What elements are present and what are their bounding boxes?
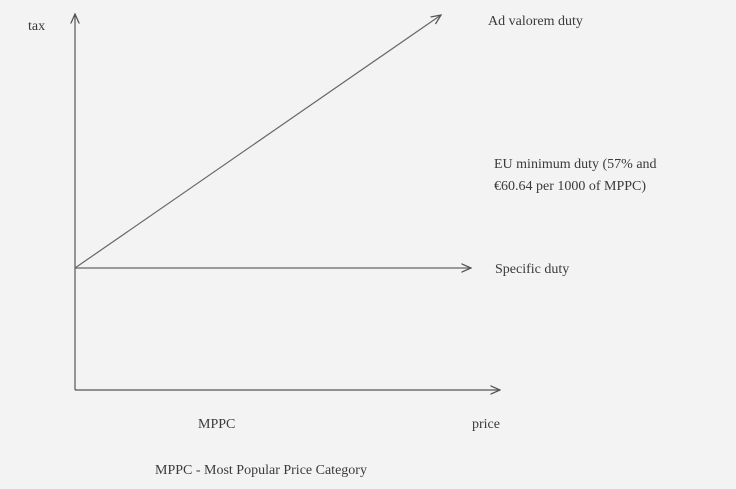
line-label: €60.64 per 1000 of MPPC)	[494, 179, 646, 194]
ad-valorem-line	[74, 15, 441, 269]
y-axis-label: tax	[28, 19, 45, 34]
x-axis-label: price	[472, 417, 500, 432]
footnote: MPPC - Most Popular Price Category	[155, 463, 367, 478]
x-marker-label: MPPC	[198, 417, 235, 432]
line-label: EU minimum duty (57% and	[494, 157, 657, 172]
line-label: Ad valorem duty	[488, 14, 583, 29]
line-label: Specific duty	[495, 262, 569, 277]
